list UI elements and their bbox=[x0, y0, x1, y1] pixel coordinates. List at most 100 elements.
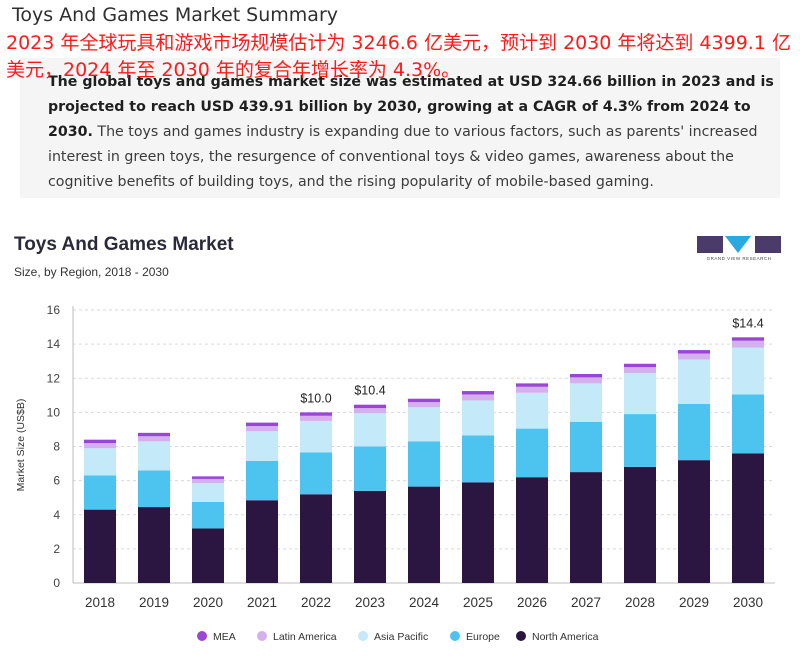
bar-asia-pacific-2030 bbox=[732, 347, 764, 395]
x-tick-label: 2028 bbox=[625, 595, 655, 610]
bar-north-america-2018 bbox=[84, 509, 116, 583]
page-title: Toys And Games Market Summary bbox=[12, 4, 338, 26]
y-tick-label: 16 bbox=[47, 303, 61, 317]
bar-mea-2023 bbox=[354, 404, 386, 409]
x-tick-label: 2025 bbox=[463, 595, 493, 610]
bar-latin-america-2023 bbox=[354, 408, 386, 414]
bar-mea-2019 bbox=[138, 432, 170, 437]
bar-north-america-2028 bbox=[624, 466, 656, 583]
legend-marker bbox=[358, 631, 368, 641]
bars-group bbox=[84, 337, 764, 583]
bar-europe-2022 bbox=[300, 452, 332, 495]
summary-bold-text: The global toys and games market size wa… bbox=[48, 74, 774, 140]
bar-asia-pacific-2026 bbox=[516, 392, 548, 429]
bar-north-america-2019 bbox=[138, 507, 170, 583]
y-tick-label: 2 bbox=[53, 542, 60, 556]
bar-mea-2027 bbox=[570, 373, 602, 378]
logo-right-block bbox=[755, 236, 781, 253]
logo-left-block bbox=[697, 236, 723, 253]
bar-latin-america-2021 bbox=[246, 426, 278, 432]
y-tick-label: 14 bbox=[47, 337, 61, 351]
x-tick-label: 2027 bbox=[571, 595, 601, 610]
y-axis-label: Market Size (US$B) bbox=[15, 399, 27, 492]
y-tick-label: 8 bbox=[53, 440, 60, 454]
summary-paragraph: The global toys and games market size wa… bbox=[48, 70, 783, 195]
bar-asia-pacific-2027 bbox=[570, 383, 602, 422]
bar-latin-america-2022 bbox=[300, 415, 332, 421]
bar-mea-2021 bbox=[246, 422, 278, 427]
x-tick-label: 2021 bbox=[247, 595, 277, 610]
bar-mea-2029 bbox=[678, 350, 710, 354]
x-tick-label: 2030 bbox=[733, 595, 763, 610]
summary-box bbox=[20, 58, 780, 198]
bar-asia-pacific-2018 bbox=[84, 448, 116, 476]
bar-mea-2025 bbox=[462, 391, 494, 395]
annotations-group: $10.0 $10.4 $14.4 bbox=[300, 316, 763, 405]
bar-latin-america-2019 bbox=[138, 436, 170, 442]
bar-total-label: $14.4 bbox=[732, 316, 763, 330]
bar-europe-2019 bbox=[138, 470, 170, 508]
x-tick-label: 2029 bbox=[679, 595, 709, 610]
legend-marker bbox=[516, 631, 526, 641]
bar-north-america-2023 bbox=[354, 490, 386, 583]
bar-mea-2020 bbox=[192, 476, 224, 479]
legend-label: MEA bbox=[213, 631, 236, 643]
bar-asia-pacific-2019 bbox=[138, 441, 170, 471]
bar-latin-america-2027 bbox=[570, 377, 602, 384]
y-axis: 0 2 4 6 8 10 12 14 16 bbox=[47, 303, 775, 590]
x-tick-label: 2019 bbox=[139, 595, 169, 610]
bar-europe-2027 bbox=[570, 421, 602, 473]
bar-north-america-2025 bbox=[462, 482, 494, 583]
chart-title: Toys And Games Market bbox=[14, 234, 234, 255]
bar-mea-2022 bbox=[300, 412, 332, 416]
bar-total-label: $10.4 bbox=[354, 384, 385, 398]
bar-europe-2023 bbox=[354, 446, 386, 491]
y-tick-label: 12 bbox=[47, 371, 61, 385]
x-tick-label: 2023 bbox=[355, 595, 385, 610]
summary-body-text: The toys and games industry is expanding… bbox=[48, 124, 758, 190]
legend-marker bbox=[197, 631, 207, 641]
bar-north-america-2022 bbox=[300, 494, 332, 583]
bar-latin-america-2018 bbox=[84, 443, 116, 449]
bar-north-america-2027 bbox=[570, 472, 602, 583]
y-tick-label: 4 bbox=[53, 508, 60, 522]
x-tick-label: 2020 bbox=[193, 595, 223, 610]
legend-label: Europe bbox=[466, 631, 500, 643]
bar-asia-pacific-2028 bbox=[624, 373, 656, 415]
x-tick-label: 2026 bbox=[517, 595, 547, 610]
bar-latin-america-2029 bbox=[678, 353, 710, 360]
bar-latin-america-2025 bbox=[462, 394, 494, 401]
bar-north-america-2029 bbox=[678, 460, 710, 583]
x-tick-label: 2022 bbox=[301, 595, 331, 610]
y-tick-label: 0 bbox=[53, 576, 60, 590]
legend-marker bbox=[257, 631, 267, 641]
bar-asia-pacific-2029 bbox=[678, 359, 710, 404]
bar-latin-america-2030 bbox=[732, 340, 764, 348]
x-tick-label: 2018 bbox=[85, 595, 115, 610]
bar-europe-2025 bbox=[462, 435, 494, 483]
y-tick-label: 10 bbox=[47, 405, 61, 419]
bar-latin-america-2026 bbox=[516, 386, 548, 393]
bar-north-america-2020 bbox=[192, 528, 224, 583]
bar-mea-2018 bbox=[84, 439, 116, 444]
logo-text: GRAND VIEW RESEARCH bbox=[706, 256, 772, 261]
logo-triangle-icon bbox=[725, 236, 751, 253]
bar-europe-2029 bbox=[678, 403, 710, 461]
bar-latin-america-2024 bbox=[408, 402, 440, 408]
legend-marker bbox=[450, 631, 460, 641]
bar-north-america-2021 bbox=[246, 500, 278, 583]
bar-europe-2026 bbox=[516, 428, 548, 478]
bar-asia-pacific-2025 bbox=[462, 400, 494, 436]
legend-label: Asia Pacific bbox=[374, 631, 428, 643]
bar-mea-2028 bbox=[624, 363, 656, 368]
translation-note: 2023 年全球玩具和游戏市场规模估计为 3246.6 亿美元，预计到 2030… bbox=[6, 32, 791, 81]
legend-label: Latin America bbox=[273, 631, 337, 643]
bar-latin-america-2028 bbox=[624, 367, 656, 374]
bar-europe-2030 bbox=[732, 394, 764, 454]
bar-mea-2030 bbox=[732, 337, 764, 341]
chart-subtitle: Size, by Region, 2018 - 2030 bbox=[14, 265, 169, 279]
bar-north-america-2026 bbox=[516, 477, 548, 583]
bar-total-label: $10.0 bbox=[300, 391, 331, 405]
bar-asia-pacific-2021 bbox=[246, 431, 278, 462]
